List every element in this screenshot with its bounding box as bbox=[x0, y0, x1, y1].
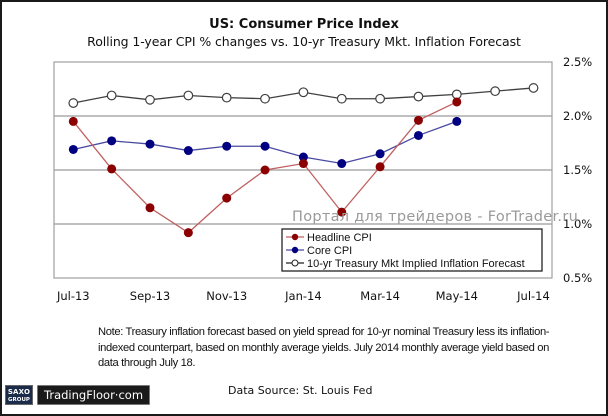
chart-title: US: Consumer Price Index bbox=[209, 17, 399, 32]
data-point-core bbox=[260, 141, 270, 151]
data-point-treasury bbox=[298, 87, 309, 98]
x-tick-label: Sep-13 bbox=[130, 289, 170, 303]
data-point-core bbox=[413, 130, 423, 140]
saxo-text: SAXO bbox=[7, 388, 31, 396]
watermark: Портал для трейдеров - ForTrader.ru bbox=[292, 209, 579, 225]
data-point-core bbox=[298, 152, 308, 162]
y-tick-label: 0.5% bbox=[563, 271, 592, 285]
data-point-treasury bbox=[375, 93, 386, 104]
legend-marker-icon bbox=[291, 246, 299, 254]
data-point-treasury bbox=[68, 98, 79, 108]
data-point-headline bbox=[107, 164, 117, 174]
data-point-core bbox=[183, 146, 193, 156]
data-point-headline bbox=[260, 165, 270, 175]
x-tick-label: May-14 bbox=[436, 289, 478, 303]
data-point-headline bbox=[222, 193, 232, 203]
x-tick-label: Jul-14 bbox=[516, 289, 550, 303]
group-text: GROUP bbox=[8, 397, 30, 403]
data-point-treasury bbox=[183, 90, 194, 101]
data-source: Data Source: St. Louis Fed bbox=[228, 384, 373, 397]
legend-label: 10-yr Treasury Mkt Implied Inflation For… bbox=[307, 258, 525, 270]
data-point-headline bbox=[375, 162, 385, 172]
legend-label: Headline CPI bbox=[307, 232, 372, 244]
tradingfloor-logo: SAXO GROUP TradingFloor·com bbox=[5, 385, 151, 405]
data-point-treasury bbox=[413, 91, 424, 102]
data-point-treasury bbox=[490, 86, 501, 97]
chart-subtitle: Rolling 1-year CPI % changes vs. 10-yr T… bbox=[87, 34, 521, 49]
data-point-headline bbox=[298, 159, 308, 169]
data-point-core bbox=[145, 139, 155, 149]
data-point-core bbox=[452, 116, 462, 126]
x-tick-label: Jan-14 bbox=[284, 289, 322, 303]
y-tick-label: 1.5% bbox=[563, 163, 592, 177]
data-point-core bbox=[375, 149, 385, 159]
x-tick-label: Mar-14 bbox=[360, 289, 400, 303]
data-point-treasury bbox=[221, 92, 232, 103]
y-tick-label: 2.0% bbox=[563, 109, 592, 123]
data-point-headline bbox=[68, 116, 78, 126]
data-point-core bbox=[68, 144, 78, 154]
saxo-group-logo: SAXO GROUP bbox=[5, 385, 33, 405]
legend-marker-icon bbox=[291, 259, 299, 267]
tradingfloor-brand: TradingFloor·com bbox=[37, 385, 151, 405]
data-point-core bbox=[222, 141, 232, 151]
data-point-treasury bbox=[451, 89, 462, 100]
data-point-treasury bbox=[260, 93, 270, 104]
data-point-core bbox=[337, 159, 347, 169]
legend-label: Core CPI bbox=[307, 245, 352, 257]
legend-marker-icon bbox=[291, 233, 299, 241]
data-point-treasury bbox=[336, 93, 347, 104]
x-tick-label: Nov-13 bbox=[206, 289, 247, 303]
data-point-headline bbox=[145, 203, 155, 213]
data-point-headline bbox=[183, 228, 193, 238]
data-point-treasury bbox=[528, 83, 539, 93]
data-point-treasury bbox=[106, 90, 117, 101]
chart-note: Note: Treasury inflation forecast based … bbox=[98, 326, 550, 369]
data-point-headline bbox=[413, 115, 423, 125]
y-tick-label: 2.5% bbox=[563, 55, 592, 69]
x-tick-label: Jul-13 bbox=[56, 289, 90, 303]
y-tick-label: 1.0% bbox=[563, 217, 592, 231]
plot-area bbox=[53, 61, 553, 279]
legend-box bbox=[281, 228, 543, 272]
data-point-headline bbox=[337, 207, 347, 217]
data-point-treasury bbox=[145, 94, 155, 105]
data-point-core bbox=[107, 136, 117, 146]
data-point-headline bbox=[452, 97, 462, 107]
